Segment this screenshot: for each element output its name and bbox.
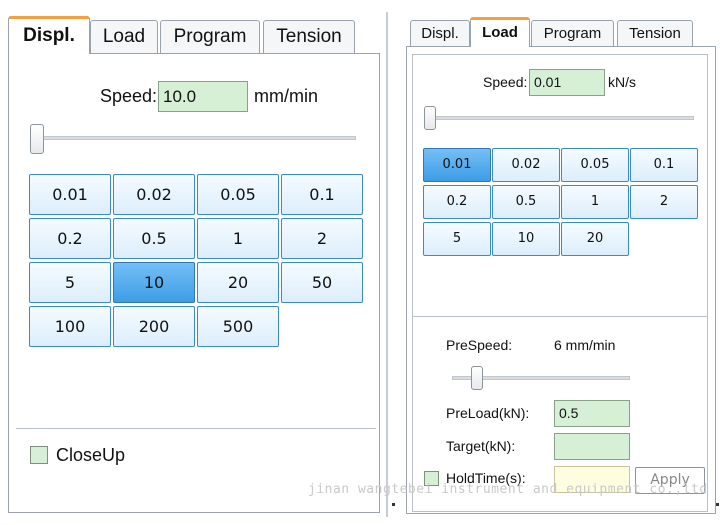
closeup-label: CloseUp xyxy=(56,445,126,465)
tab-tension[interactable]: Tension xyxy=(263,20,355,53)
left-divider xyxy=(16,428,376,429)
preset-button[interactable]: 0.2 xyxy=(423,185,491,219)
preset-button[interactable]: 0.05 xyxy=(561,148,629,182)
preset-button[interactable]: 20 xyxy=(197,262,279,303)
preload-label: PreLoad(kN): xyxy=(446,405,530,421)
preset-button[interactable]: 0.1 xyxy=(630,148,698,182)
preset-button[interactable]: 2 xyxy=(281,218,363,259)
watermark-text: jinan wangtebei instrument and equipment… xyxy=(308,482,708,497)
tab-program[interactable]: Program xyxy=(531,20,614,46)
preset-button[interactable]: 0.02 xyxy=(113,174,195,215)
separator-dot xyxy=(392,503,395,506)
preset-button[interactable]: 0.01 xyxy=(29,174,111,215)
separator-dot xyxy=(716,503,719,506)
speed-slider-track[interactable] xyxy=(426,116,694,120)
prespeed-slider-track[interactable] xyxy=(452,376,630,380)
tab-load[interactable]: Load xyxy=(470,17,530,47)
target-label: Target(kN): xyxy=(446,438,516,454)
speed-label: Speed: xyxy=(100,86,158,106)
tab-tension[interactable]: Tension xyxy=(617,20,693,46)
speed-slider-handle[interactable] xyxy=(30,124,44,154)
preset-button[interactable]: 5 xyxy=(423,222,491,256)
preset-button[interactable]: 100 xyxy=(29,306,111,347)
speed-slider-handle[interactable] xyxy=(424,106,436,130)
tab-load[interactable]: Load xyxy=(90,20,158,53)
closeup-checkbox[interactable] xyxy=(30,446,48,464)
load-control-panel: Displ. Load Program Tension Speed: 0.01 … xyxy=(400,0,720,525)
prespeed-value: 6 mm/min xyxy=(554,337,616,353)
preset-button[interactable]: 0.2 xyxy=(29,218,111,259)
target-input[interactable] xyxy=(554,433,630,460)
preset-button[interactable]: 1 xyxy=(561,185,629,219)
preset-button[interactable]: 500 xyxy=(197,306,279,347)
preset-button[interactable]: 0.5 xyxy=(492,185,560,219)
speed-slider-track[interactable] xyxy=(34,136,356,140)
speed-label: Speed: xyxy=(483,74,528,90)
tab-displ[interactable]: Displ. xyxy=(8,16,90,54)
preset-button[interactable]: 5 xyxy=(29,262,111,303)
preset-button[interactable]: 1 xyxy=(197,218,279,259)
right-tab-content xyxy=(406,46,716,514)
holdtime-label: HoldTime(s): xyxy=(446,470,526,486)
preload-input[interactable]: 0.5 xyxy=(554,400,630,427)
holdtime-checkbox[interactable] xyxy=(424,471,439,486)
preset-button[interactable]: 0.1 xyxy=(281,174,363,215)
displacement-control-panel: Displ. Load Program Tension Speed: 10.0 … xyxy=(8,12,388,517)
prespeed-label: PreSpeed: xyxy=(446,337,513,353)
preset-button[interactable]: 0.5 xyxy=(113,218,195,259)
tab-displ[interactable]: Displ. xyxy=(410,20,470,46)
prespeed-slider-handle[interactable] xyxy=(470,366,483,390)
left-tab-strip: Displ. Load Program Tension xyxy=(8,16,388,54)
preset-button[interactable]: 0.02 xyxy=(492,148,560,182)
right-divider xyxy=(413,316,707,317)
preset-button[interactable]: 10 xyxy=(492,222,560,256)
preset-button[interactable]: 0.01 xyxy=(423,148,491,182)
speed-unit: mm/min xyxy=(254,86,318,106)
preset-button[interactable]: 20 xyxy=(561,222,629,256)
speed-input[interactable]: 10.0 xyxy=(158,81,248,112)
apply-button[interactable]: Apply xyxy=(635,467,705,494)
speed-unit: kN/s xyxy=(608,74,636,90)
holdtime-input[interactable] xyxy=(554,466,630,493)
preset-button[interactable]: 10 xyxy=(113,262,195,303)
preset-button[interactable]: 200 xyxy=(113,306,195,347)
tab-program[interactable]: Program xyxy=(160,20,260,53)
preset-button[interactable]: 2 xyxy=(630,185,698,219)
panel-separator xyxy=(386,12,388,517)
speed-input[interactable]: 0.01 xyxy=(529,69,605,96)
preset-button[interactable]: 0.05 xyxy=(197,174,279,215)
preset-button[interactable]: 50 xyxy=(281,262,363,303)
right-inner-frame xyxy=(412,54,708,512)
